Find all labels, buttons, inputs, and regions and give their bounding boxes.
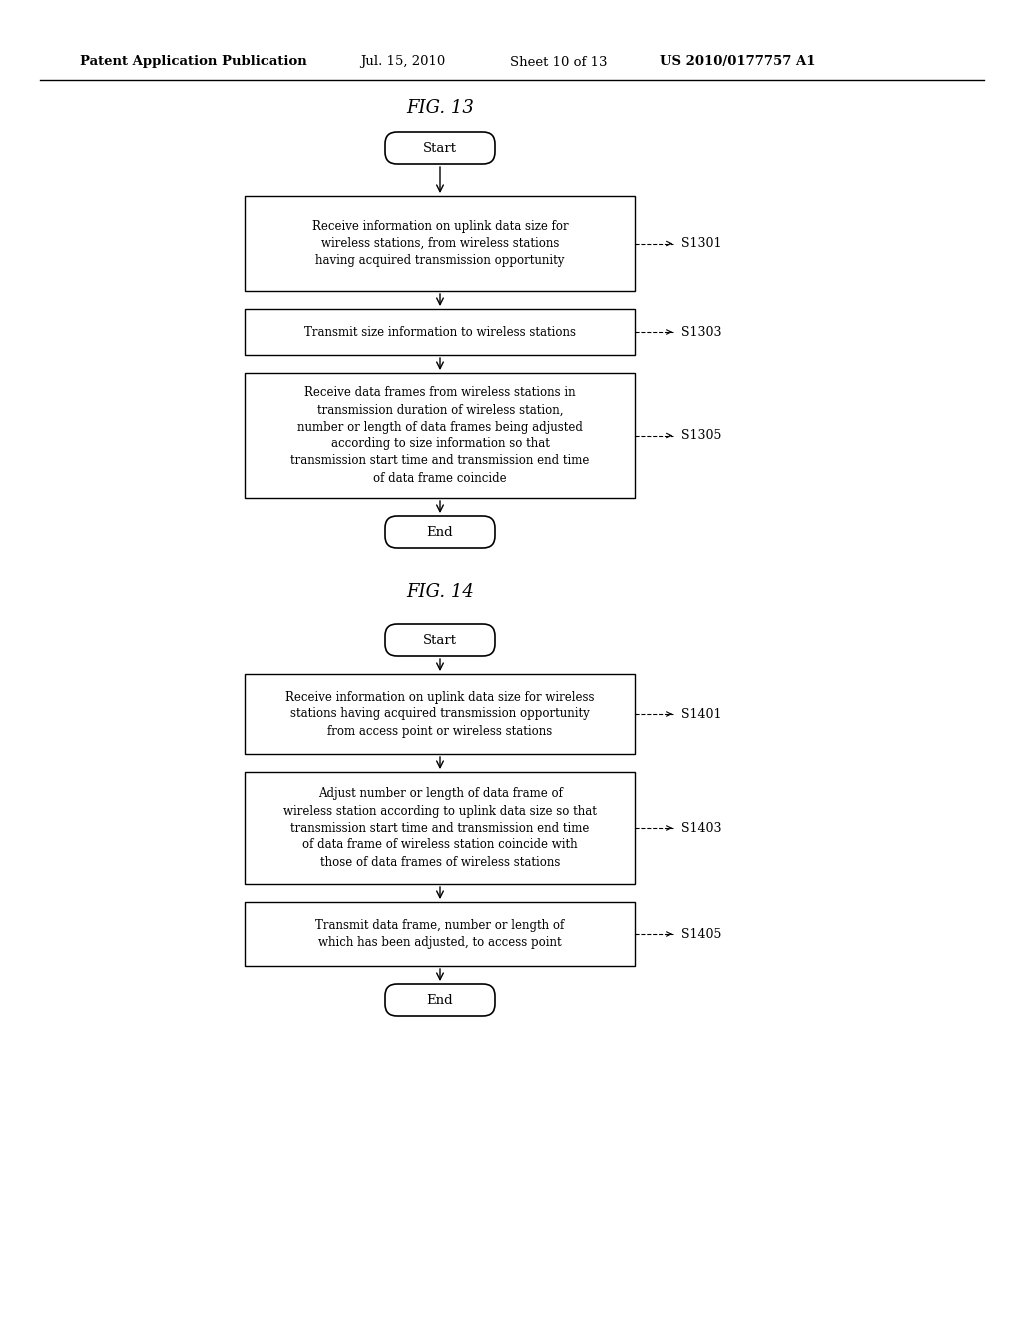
Bar xyxy=(245,195,635,290)
Text: FIG. 13: FIG. 13 xyxy=(407,99,474,117)
Text: Receive information on uplink data size for wireless
stations having acquired tr: Receive information on uplink data size … xyxy=(286,690,595,738)
Text: Receive information on uplink data size for
wireless stations, from wireless sta: Receive information on uplink data size … xyxy=(311,220,568,267)
Text: Transmit size information to wireless stations: Transmit size information to wireless st… xyxy=(304,326,575,338)
Bar xyxy=(245,902,635,966)
Text: Start: Start xyxy=(423,141,457,154)
Text: End: End xyxy=(427,525,454,539)
Text: Receive data frames from wireless stations in
transmission duration of wireless : Receive data frames from wireless statio… xyxy=(291,387,590,484)
Text: S1405: S1405 xyxy=(681,928,721,940)
Bar xyxy=(245,772,635,884)
Text: S1305: S1305 xyxy=(681,429,721,442)
Text: Sheet 10 of 13: Sheet 10 of 13 xyxy=(510,55,607,69)
Bar xyxy=(245,675,635,754)
Text: Patent Application Publication: Patent Application Publication xyxy=(80,55,307,69)
Text: Adjust number or length of data frame of
wireless station according to uplink da: Adjust number or length of data frame of… xyxy=(283,788,597,869)
Bar xyxy=(245,374,635,498)
Bar xyxy=(245,309,635,355)
Text: Start: Start xyxy=(423,634,457,647)
Text: S1301: S1301 xyxy=(681,238,722,249)
Text: S1403: S1403 xyxy=(681,821,722,834)
Text: Jul. 15, 2010: Jul. 15, 2010 xyxy=(360,55,445,69)
Text: S1303: S1303 xyxy=(681,326,722,338)
Text: FIG. 14: FIG. 14 xyxy=(407,583,474,601)
Text: US 2010/0177757 A1: US 2010/0177757 A1 xyxy=(660,55,815,69)
Text: Transmit data frame, number or length of
which has been adjusted, to access poin: Transmit data frame, number or length of… xyxy=(315,919,564,949)
Text: S1401: S1401 xyxy=(681,708,722,721)
Text: End: End xyxy=(427,994,454,1006)
